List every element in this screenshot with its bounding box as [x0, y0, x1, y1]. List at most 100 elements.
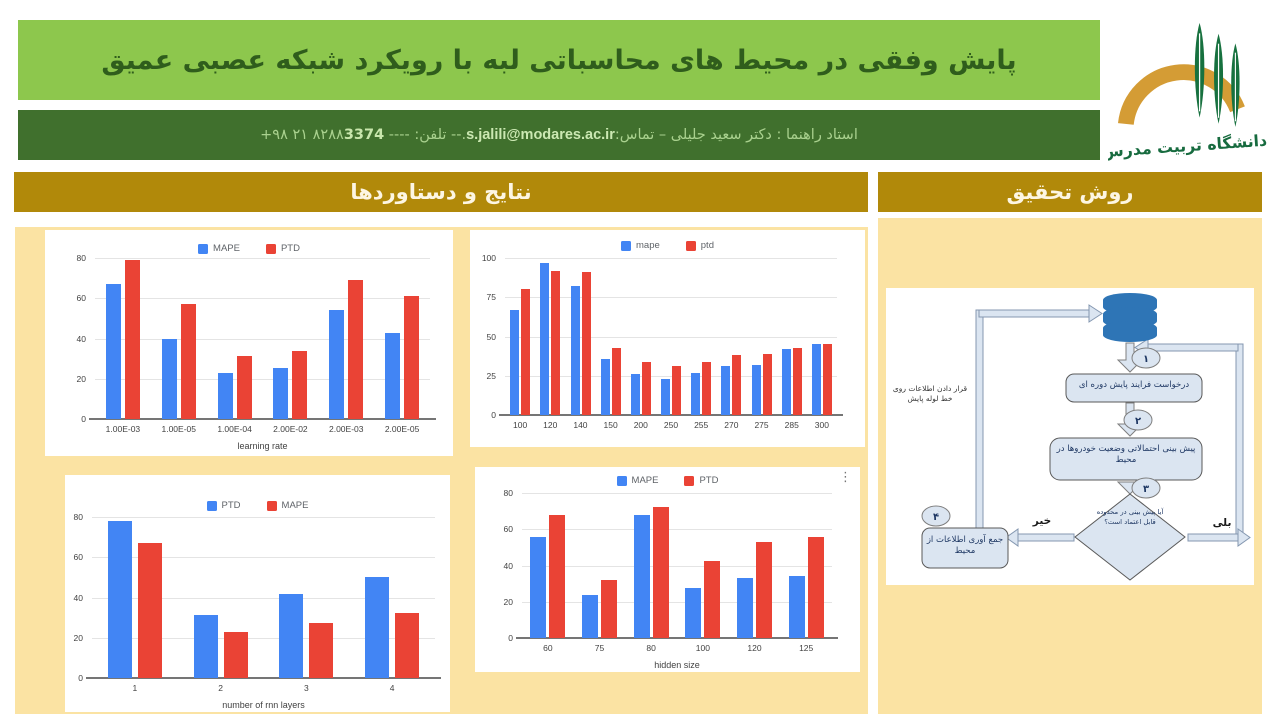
bar-ptd-150 [611, 348, 621, 415]
chart-learning-rate: MAPE PTD 0 20 40 60 80 1.00E-03 1.00E-05 1.00E-04… [45, 230, 453, 456]
bar-ptd-75 [601, 580, 617, 638]
bar-mape-140 [570, 286, 580, 415]
bar-mape-4 [395, 612, 420, 678]
x-tick-label: 2.00E-03 [328, 424, 364, 434]
y-tick-label: 80 [76, 253, 86, 263]
flow-box-request [1065, 373, 1203, 403]
flow-box-collect [921, 527, 1009, 569]
legend-item: MAPE [198, 243, 240, 254]
supervisor-name-label: استاد راهنما : دکتر سعید جلیلی – تماس: [614, 127, 858, 143]
bar-mape-120 [540, 262, 550, 415]
bar-mape-2.00E-02 [273, 367, 289, 419]
flow-yes-label: بلی [1212, 517, 1232, 529]
bar-ptd-125 [807, 536, 824, 638]
bar-ptd-255 [702, 361, 712, 415]
x-tick-label: 75 [594, 643, 605, 653]
university-logo: دانشگاه تربیت مدرس [1101, 6, 1268, 164]
bar-ptd-300 [822, 343, 832, 415]
gridline [522, 493, 832, 494]
legend-label: mape [636, 240, 660, 251]
legend-label: MAPE [281, 500, 309, 511]
x-tick-label: 120 [543, 420, 558, 430]
y-tick-label: 20 [76, 373, 86, 384]
bar-ptd-2.00E-02 [292, 350, 308, 419]
gridline [86, 677, 441, 679]
y-tick-label: 0 [78, 673, 83, 683]
x-tick-label: 2.00E-02 [273, 424, 308, 434]
chart-options-menu-icon[interactable]: ⋮ [839, 470, 852, 485]
gridline [522, 565, 832, 567]
x-tick-label: 80 [646, 643, 656, 653]
bar-ptd-285 [792, 347, 802, 415]
legend-swatch [685, 240, 696, 251]
flowchart-card: ۱ ۲ ۳ ۴ درخواست فرایند پایش دوره ای پیش … [886, 288, 1254, 585]
legend-label: PTD [280, 243, 300, 254]
gridline [95, 298, 430, 300]
chart-rnn-layers: PTD MAPE 0 20 40 60 80 1 2 3 4 number of rnn layers [65, 475, 450, 712]
y-tick-label: 0 [491, 410, 496, 420]
results-section-title: نتایج و دستاوردها [350, 180, 532, 204]
y-tick-label: 20 [503, 596, 513, 607]
supervisor-email[interactable]: s.jalili@modares.ac.ir [466, 127, 615, 143]
y-tick-label: 25 [486, 370, 496, 381]
legend-swatch [684, 475, 695, 486]
x-tick-label: 2.00E-05 [384, 424, 420, 434]
legend-swatch [206, 500, 217, 511]
legend-swatch [266, 500, 277, 511]
legend-item: ptd [685, 240, 714, 251]
gridline [95, 258, 430, 259]
flow-no-label: خیر [1032, 515, 1052, 527]
chart-plot-area [89, 258, 436, 420]
poster-title-bar: پایش وفقی در محیط های محاسباتی لبه با رو… [18, 20, 1100, 100]
gridline [522, 529, 832, 531]
bar-mape-300 [811, 343, 821, 415]
phone-label: .-- تلفن: ---- [388, 127, 467, 143]
legend-item: MAPE [266, 500, 309, 511]
y-tick-label: 60 [503, 524, 513, 535]
x-tick-label: 250 [663, 420, 679, 430]
bar-mape-80 [633, 514, 650, 638]
x-tick-label: 1.00E-05 [161, 424, 196, 434]
bar-ptd-120 [551, 270, 561, 415]
bar-mape-150 [600, 358, 610, 415]
x-tick-label: 150 [603, 420, 618, 430]
bar-ptd-1.00E-04 [236, 355, 252, 419]
flow-nodes [921, 373, 1203, 581]
legend-swatch [265, 243, 276, 254]
bar-ptd-120 [756, 541, 772, 638]
legend-item: MAPE [616, 475, 658, 486]
flow-step-1: ۱ [1143, 354, 1149, 365]
flow-step-2: ۲ [1135, 416, 1141, 427]
bar-ptd-1.00E-03 [124, 260, 140, 419]
bar-mape-2.00E-03 [329, 310, 345, 419]
bar-mape-270 [721, 366, 731, 415]
x-axis-label: number of rnn layers [222, 700, 305, 710]
gridline [505, 375, 837, 377]
bar-ptd-275 [762, 353, 772, 415]
chart-window-param: mape ptd 0 25 50 75 100 100 120 140 150 200 250 255 27… [470, 230, 865, 447]
x-tick-label: 60 [543, 643, 553, 653]
x-tick-label: 125 [799, 643, 814, 653]
bar-ptd-4 [365, 577, 390, 678]
legend-item: PTD [206, 500, 241, 511]
bar-ptd-100 [521, 289, 531, 415]
flow-step-4: ۴ [933, 512, 939, 523]
gridline [505, 258, 837, 259]
y-tick-label: 80 [503, 488, 513, 498]
x-axis-label: learning rate [237, 441, 288, 451]
chart-legend: mape ptd [470, 240, 865, 251]
legend-label: PTD [699, 475, 719, 486]
chart-hidden-size: ⋮ MAPE PTD 0 20 40 60 80 60 75 80 100 120 125 hidden … [475, 467, 860, 672]
bar-mape-2.00E-05 [385, 332, 401, 419]
bar-mape-1.00E-03 [105, 284, 121, 419]
y-tick-label: 40 [73, 592, 83, 603]
y-tick-label: 60 [76, 293, 86, 304]
y-tick-label: 40 [76, 333, 86, 344]
legend-label: MAPE [213, 243, 240, 254]
legend-item: PTD [265, 243, 300, 254]
bar-mape-3 [309, 622, 334, 678]
y-tick-label: 50 [486, 331, 496, 342]
bar-ptd-2.00E-03 [348, 280, 364, 419]
bar-mape-125 [788, 575, 805, 638]
chart-legend: MAPE PTD [475, 475, 860, 486]
